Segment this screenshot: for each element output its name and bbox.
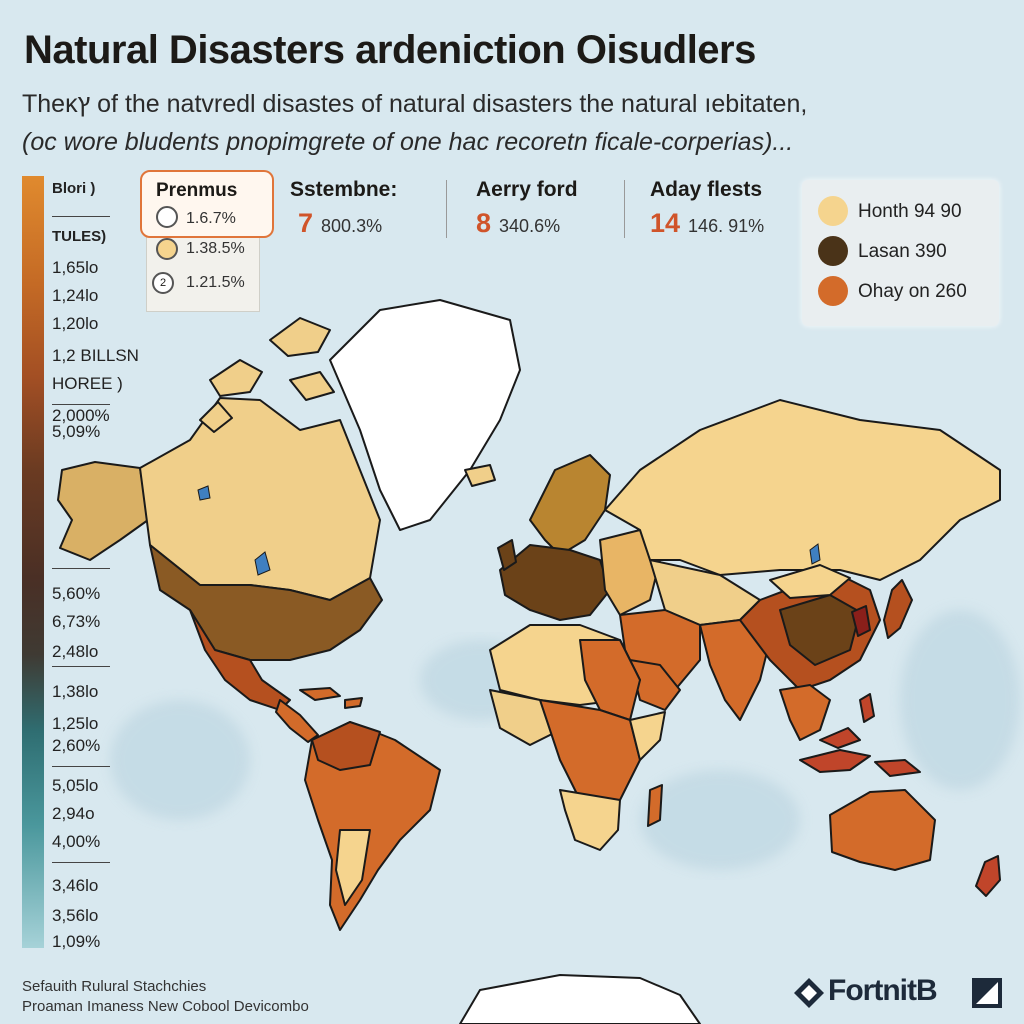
region-southern-africa — [559, 789, 621, 851]
stat-heading-1: Sstembne: — [290, 178, 398, 201]
lake-north — [197, 485, 211, 501]
rank-marker-1 — [156, 206, 178, 228]
logo-text: FortnitB — [828, 974, 938, 1007]
scale-divider — [52, 666, 110, 667]
region-mongolia — [769, 564, 851, 599]
scale-label: 2,000% — [52, 406, 110, 425]
region-russia — [604, 399, 1001, 581]
region-antarctica — [459, 974, 701, 1024]
region-south-america-south — [335, 829, 371, 906]
legend-swatch-1 — [818, 196, 848, 226]
stat-heading-3: Aday flests — [650, 178, 763, 201]
scale-label: HOREE ) — [52, 374, 123, 393]
region-arctic-islands — [199, 317, 335, 433]
stat-value-2: 8 340.6% — [476, 208, 560, 239]
scale-label: 2,60% — [52, 736, 101, 755]
region-new-zealand — [975, 855, 1001, 897]
region-philippines — [859, 693, 875, 723]
stat-value-3: 14 146. 91% — [650, 208, 764, 239]
region-scandinavia — [529, 454, 611, 556]
stat-small-3: 146. 91% — [688, 216, 765, 236]
scale-divider — [52, 216, 110, 217]
region-uk — [497, 539, 517, 571]
scale-label: 1,38lo — [52, 682, 99, 701]
legend-label-1: Honth 94 90 — [858, 201, 962, 222]
scale-divider — [52, 404, 110, 405]
scale-label: 5,05lo — [52, 776, 99, 795]
scale-label: 1,24lo — [52, 286, 99, 305]
scale-label: 4,00% — [52, 832, 101, 851]
stat-big-3: 14 — [650, 208, 681, 238]
region-western-europe — [499, 544, 611, 621]
region-japan — [883, 579, 913, 639]
rank-box-title: Prenmus — [156, 180, 238, 201]
lake-great-lakes — [254, 551, 271, 576]
subtitle-line-2: (oc wore bludents pnopimgrete of one hac… — [22, 128, 794, 156]
rank-marker-2 — [156, 238, 178, 260]
scale-label: 6,73% — [52, 612, 101, 631]
region-australia — [829, 789, 936, 871]
scale-label: 2,48lo — [52, 642, 99, 661]
region-caribbean — [299, 687, 363, 709]
footer-line-2: Proaman Imaness New Cobool Devicombo — [22, 998, 309, 1015]
legend-label-2: Lasan 390 — [858, 241, 947, 262]
rank-marker-3: 2 — [152, 272, 174, 294]
region-arabia — [629, 659, 681, 711]
page-title: Natural Disasters ardeniction Oisudlers — [24, 28, 756, 72]
region-greenland — [329, 299, 521, 531]
scale-label: 2,94o — [52, 804, 95, 823]
stat-heading-2: Aerry ford — [476, 178, 578, 201]
region-korea — [851, 605, 871, 637]
footer-line-1: Sefauith Rulural Stachchies — [22, 978, 207, 995]
logo-mark-icon — [794, 978, 824, 1008]
region-madagascar — [647, 784, 663, 827]
region-alaska — [57, 461, 149, 561]
scale-divider — [52, 568, 110, 569]
scale-divider — [52, 766, 110, 767]
region-iceland — [464, 464, 496, 487]
scale-label: 1,65lo — [52, 258, 99, 277]
region-horn-africa — [629, 711, 666, 761]
scale-label: 3,56lo — [52, 906, 99, 925]
scale-label: 3,46lo — [52, 876, 99, 895]
logo-flag-icon — [972, 978, 1002, 1008]
stat-big-1: 7 — [298, 208, 314, 238]
scale-label: 1,09% — [52, 932, 101, 951]
brand-logo: FortnitB — [792, 972, 1006, 1012]
scale-label: Blori ) — [52, 180, 96, 197]
scale-label: 5,09% — [52, 422, 101, 441]
legend-swatch-2 — [818, 236, 848, 266]
stat-divider-1 — [446, 180, 447, 238]
stat-small-2: 340.6% — [499, 216, 561, 236]
rank-value-3: 1.21.5% — [186, 274, 245, 291]
scale-label: 1,25lo — [52, 714, 99, 733]
color-scale-bar — [22, 176, 44, 948]
color-scale-labels: Blori ) TULES) 1,65lo 1,24lo 1,20lo 1,2 BILLS… — [52, 176, 139, 951]
rank-value-2: 1.38.5% — [186, 240, 245, 257]
stat-big-2: 8 — [476, 208, 492, 238]
lake-baikal — [809, 543, 821, 565]
stat-value-1: 7 800.3% — [298, 208, 382, 239]
legend-label-3: Ohay on 260 — [858, 281, 967, 302]
scale-divider — [52, 862, 110, 863]
subtitle-line-1: Thеκץ of the natvredl disastes of natura… — [22, 90, 808, 118]
region-south-america-north — [311, 721, 381, 771]
scale-label: 1,2 BILLSN — [52, 346, 139, 365]
scale-label: TULES) — [52, 228, 107, 245]
rank-value-1: 1.6.7% — [186, 210, 236, 227]
region-southeast-asia — [779, 684, 831, 741]
region-central-america — [275, 699, 319, 743]
legend-swatch-3 — [818, 276, 848, 306]
region-indonesia — [799, 727, 921, 777]
stat-small-1: 800.3% — [321, 216, 383, 236]
scale-label: 1,20lo — [52, 314, 99, 333]
stat-divider-2 — [624, 180, 625, 238]
scale-label: 5,60% — [52, 584, 101, 603]
map-legend: Honth 94 90 Lasan 390 Ohay on 260 — [802, 180, 999, 326]
